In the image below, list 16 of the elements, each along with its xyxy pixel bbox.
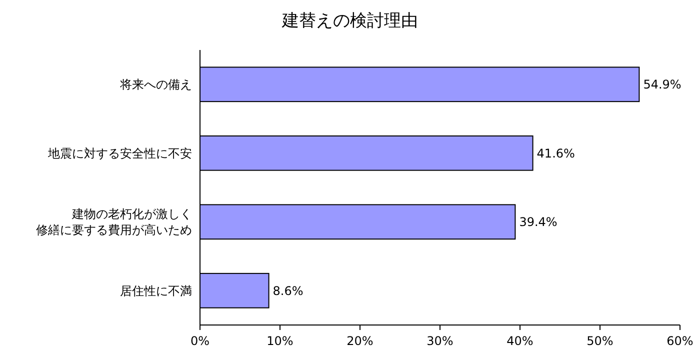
x-tick-label: 20% [346, 334, 374, 348]
y-tick-label: 居住性に不満 [120, 284, 192, 298]
data-label: 8.6% [272, 284, 304, 298]
x-tick-label: 10% [266, 334, 294, 348]
x-tick-label: 40% [506, 334, 534, 348]
chart-title: 建替えの検討理由 [281, 11, 418, 31]
y-tick-label: 将来への備え [119, 78, 192, 92]
y-tick-label: 地震に対する安全性に不安 [47, 146, 192, 160]
data-label: 41.6% [536, 146, 575, 160]
y-tick-label: 建物の老朽化が激しく修繕に要する費用が高いため [36, 207, 192, 238]
data-label: 54.9% [643, 78, 682, 92]
x-tick-label: 0% [190, 334, 210, 348]
data-label: 39.4% [519, 215, 558, 230]
x-tick-label: 60% [666, 334, 694, 348]
x-tick-label: 50% [586, 334, 614, 348]
x-tick-label: 30% [426, 334, 454, 348]
